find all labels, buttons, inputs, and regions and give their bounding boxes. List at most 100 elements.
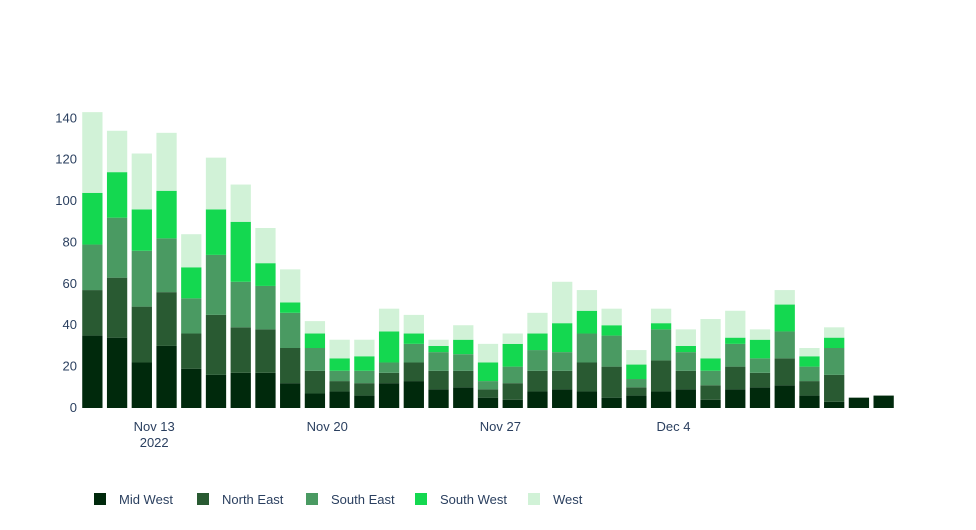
bar-segment-mid-west[interactable]: [552, 389, 573, 408]
bar-segment-north-east[interactable]: [626, 387, 647, 396]
bar-segment-west[interactable]: [453, 325, 474, 340]
bar-segment-south-east[interactable]: [552, 352, 573, 371]
bar-segment-south-east[interactable]: [601, 335, 622, 367]
bar-segment-mid-west[interactable]: [378, 383, 400, 408]
bar-segment-south-east[interactable]: [675, 352, 696, 371]
bar-segment-mid-west[interactable]: [82, 335, 103, 408]
bar-segment-west[interactable]: [650, 308, 672, 324]
bar-segment-mid-west[interactable]: [205, 374, 227, 408]
bar-segment-south-west[interactable]: [82, 192, 103, 245]
bar-segment-south-east[interactable]: [156, 238, 177, 293]
bar-segment-south-east[interactable]: [502, 366, 523, 384]
bar-segment-north-east[interactable]: [82, 290, 103, 336]
bar-segment-north-east[interactable]: [601, 366, 622, 398]
bar-segment-south-east[interactable]: [131, 250, 152, 307]
bar-segment-south-east[interactable]: [255, 285, 276, 330]
bar-segment-north-east[interactable]: [552, 370, 573, 390]
bar-segment-west[interactable]: [156, 132, 177, 191]
bar-segment-west[interactable]: [502, 333, 523, 344]
legend-item-south-west[interactable]: South West: [415, 492, 507, 507]
bar-segment-mid-west[interactable]: [131, 362, 152, 408]
bar-segment-south-west[interactable]: [601, 325, 622, 336]
legend-item-mid-west[interactable]: Mid West: [94, 492, 173, 507]
bar-segment-south-east[interactable]: [403, 343, 424, 363]
bar-segment-south-east[interactable]: [774, 331, 795, 359]
bar-segment-south-west[interactable]: [774, 304, 795, 332]
bar-segment-west[interactable]: [403, 314, 424, 334]
bar-segment-west[interactable]: [626, 350, 647, 365]
bar-segment-south-east[interactable]: [824, 348, 845, 375]
bar-segment-west[interactable]: [354, 339, 375, 357]
bar-segment-west[interactable]: [601, 308, 622, 326]
bar-segment-west[interactable]: [428, 339, 449, 346]
bar-segment-north-east[interactable]: [378, 372, 400, 384]
bar-segment-mid-west[interactable]: [502, 399, 523, 408]
bar-segment-south-west[interactable]: [700, 358, 721, 371]
bar-segment-west[interactable]: [824, 327, 845, 338]
bar-segment-mid-west[interactable]: [329, 391, 350, 408]
bar-segment-south-west[interactable]: [156, 190, 177, 239]
bar-segment-south-west[interactable]: [502, 343, 523, 367]
bar-segment-mid-west[interactable]: [453, 387, 474, 408]
bar-segment-west[interactable]: [477, 343, 499, 363]
bar-segment-mid-west[interactable]: [403, 381, 424, 408]
bar-segment-south-west[interactable]: [378, 331, 400, 363]
bar-segment-north-east[interactable]: [700, 385, 721, 400]
bar-segment-west[interactable]: [774, 290, 795, 305]
bar-segment-mid-west[interactable]: [106, 337, 128, 408]
bar-segment-north-east[interactable]: [205, 314, 227, 375]
bar-segment-south-west[interactable]: [428, 345, 449, 353]
bar-segment-mid-west[interactable]: [650, 391, 672, 408]
bar-segment-south-west[interactable]: [626, 364, 647, 380]
bar-segment-south-east[interactable]: [626, 379, 647, 388]
bar-segment-mid-west[interactable]: [230, 372, 251, 408]
bar-segment-mid-west[interactable]: [576, 391, 598, 408]
bar-segment-south-west[interactable]: [329, 358, 350, 371]
bar-segment-west[interactable]: [749, 329, 771, 340]
bar-segment-mid-west[interactable]: [799, 395, 820, 408]
bar-segment-south-west[interactable]: [650, 323, 672, 330]
bar-segment-west[interactable]: [576, 290, 598, 311]
bar-segment-south-west[interactable]: [725, 337, 746, 344]
bar-segment-south-east[interactable]: [106, 217, 128, 278]
bar-segment-mid-west[interactable]: [181, 368, 202, 408]
bar-segment-south-east[interactable]: [304, 348, 326, 371]
bar-segment-mid-west[interactable]: [824, 401, 845, 408]
bar-segment-west[interactable]: [378, 308, 400, 332]
legend-item-west[interactable]: West: [528, 492, 583, 507]
bar-segment-west[interactable]: [82, 112, 103, 193]
bar-segment-west[interactable]: [700, 319, 721, 359]
bar-segment-south-east[interactable]: [650, 329, 672, 361]
bar-segment-west[interactable]: [280, 269, 301, 303]
bar-segment-west[interactable]: [329, 339, 350, 359]
bar-segment-south-west[interactable]: [527, 333, 548, 351]
bar-segment-mid-west[interactable]: [255, 372, 276, 408]
bar-segment-mid-west[interactable]: [304, 393, 326, 408]
bar-segment-west[interactable]: [304, 321, 326, 334]
bar-segment-south-west[interactable]: [749, 339, 771, 359]
bar-segment-south-east[interactable]: [205, 254, 227, 315]
bar-segment-north-east[interactable]: [255, 329, 276, 373]
bar-segment-north-east[interactable]: [725, 366, 746, 390]
bar-segment-south-west[interactable]: [131, 209, 152, 251]
bar-segment-south-west[interactable]: [403, 333, 424, 344]
bar-segment-south-east[interactable]: [230, 281, 251, 328]
bar-segment-north-east[interactable]: [403, 362, 424, 382]
bar-segment-south-east[interactable]: [428, 352, 449, 371]
bar-segment-north-east[interactable]: [527, 370, 548, 392]
bar-segment-north-east[interactable]: [799, 381, 820, 396]
bar-segment-north-east[interactable]: [131, 306, 152, 363]
legend-item-north-east[interactable]: North East: [197, 492, 284, 507]
bar-segment-west[interactable]: [675, 329, 696, 346]
bar-segment-west[interactable]: [205, 157, 227, 210]
bar-segment-north-east[interactable]: [774, 358, 795, 386]
bar-segment-mid-west[interactable]: [354, 395, 375, 408]
bar-segment-south-west[interactable]: [181, 267, 202, 299]
bar-segment-mid-west[interactable]: [156, 345, 177, 408]
bar-segment-north-east[interactable]: [502, 383, 523, 400]
bar-segment-south-west[interactable]: [453, 339, 474, 355]
bar-segment-south-west[interactable]: [255, 263, 276, 286]
bar-segment-south-east[interactable]: [749, 358, 771, 373]
bar-segment-west[interactable]: [131, 153, 152, 210]
bar-segment-mid-west[interactable]: [700, 399, 721, 408]
